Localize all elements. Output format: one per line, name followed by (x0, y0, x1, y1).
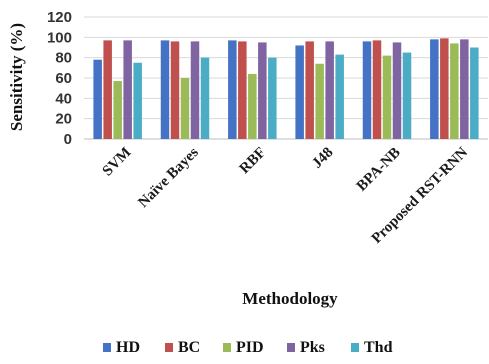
bar-pks-6 (460, 39, 469, 140)
legend-swatch (287, 343, 295, 352)
bar-bc-3 (238, 41, 247, 139)
bar-hd-3 (228, 40, 237, 139)
legend-swatch (223, 343, 231, 352)
bar-hd-1 (93, 59, 102, 140)
y-tick-label: 60 (55, 70, 72, 87)
bar-pid-1 (113, 81, 122, 139)
x-axis-title: Methodology (242, 289, 338, 308)
x-category-label: J48 (309, 145, 336, 172)
legend-label: BC (178, 339, 200, 356)
bar-pks-5 (392, 42, 402, 139)
bar-hd-2 (160, 40, 170, 139)
y-tick-label: 100 (47, 29, 72, 46)
y-tick-label: 120 (47, 9, 72, 26)
legend-item-thd: Thd (351, 339, 393, 356)
bar-pks-1 (123, 40, 132, 139)
bar-bc-5 (372, 40, 382, 139)
bar-thd-3 (268, 57, 277, 139)
y-axis-title: Sensitivity (%) (7, 23, 26, 131)
legend-item-hd: HD (103, 339, 140, 356)
x-category-label: RBF (237, 145, 270, 178)
bar-thd-2 (200, 57, 210, 139)
bar-hd-5 (362, 41, 372, 139)
y-tick-label: 80 (55, 50, 72, 67)
bar-bc-1 (103, 40, 112, 139)
bar-pks-4 (325, 41, 334, 139)
legend-swatch (103, 343, 111, 352)
bar-pid-3 (248, 73, 257, 139)
legend-label: Thd (364, 339, 393, 356)
bar-thd-1 (133, 62, 142, 139)
legend-swatch (351, 343, 359, 352)
x-category-label: BPA-NB (354, 145, 404, 195)
bar-thd-6 (470, 47, 479, 139)
legend-label: Pks (300, 339, 325, 356)
y-tick-label: 0 (64, 131, 72, 148)
bar-bc-6 (440, 38, 449, 139)
legend-item-pid: PID (223, 339, 264, 356)
legend-swatch (165, 343, 173, 352)
bar-pid-2 (180, 78, 190, 139)
bar-pks-3 (258, 42, 267, 139)
bar-bc-4 (305, 41, 314, 139)
legend-label: HD (116, 339, 140, 356)
legend-item-pks: Pks (287, 339, 325, 356)
bar-pid-5 (382, 55, 392, 139)
bar-hd-4 (295, 45, 304, 139)
bar-thd-5 (402, 52, 412, 139)
gridlines (84, 16, 488, 120)
x-category-label: SVM (100, 145, 135, 180)
bar-hd-6 (430, 39, 439, 140)
y-tick-label: 20 (55, 111, 72, 128)
bar-pid-4 (315, 63, 324, 139)
bars (93, 38, 479, 140)
legend: HD BC PID Pks Thd (103, 339, 393, 356)
x-category-label: Naïve Bayes (135, 144, 202, 211)
bar-thd-4 (335, 54, 344, 140)
bar-pks-2 (190, 41, 200, 139)
bar-pid-6 (450, 43, 459, 139)
y-tick-label: 40 (55, 90, 72, 107)
y-tick-labels: 0 20 40 60 80 100 120 (47, 9, 72, 148)
legend-item-bc: BC (165, 339, 200, 356)
legend-label: PID (236, 339, 264, 356)
bar-bc-2 (170, 41, 180, 139)
